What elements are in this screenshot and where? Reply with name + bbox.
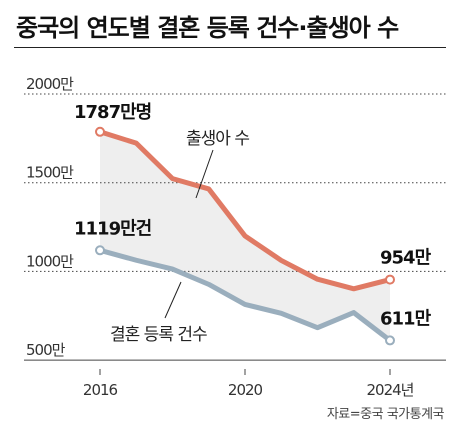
data-label: 954만: [380, 248, 432, 269]
title-underline: [14, 47, 446, 48]
y-tick-label: 1500만: [26, 164, 74, 182]
chart-title: 중국의 연도별 결혼 등록 건수·출생아 수: [16, 14, 399, 42]
source-note: 자료=중국 국가통계국: [326, 407, 445, 422]
series-label-marriages: 결혼 등록 건수: [110, 325, 207, 345]
series-line-0: [97, 129, 393, 292]
series-0-point-0: [95, 126, 105, 137]
x-tick-label: 2024년: [367, 381, 414, 399]
series-label-births: 출생아 수: [186, 129, 249, 149]
series-line-1: [97, 247, 393, 343]
x-tick-label: 2020: [228, 381, 263, 399]
data-label: 1119만건: [74, 218, 152, 239]
series-1-point-0: [95, 245, 105, 256]
data-label: 1787만명: [74, 102, 151, 123]
series-0-point-8: [385, 274, 395, 285]
y-tick-label: 500만: [26, 341, 66, 359]
births-leader-line: [195, 149, 214, 199]
y-tick-label: 1000만: [26, 252, 74, 270]
series-1-point-8: [385, 335, 395, 346]
x-tick-label: 2016: [83, 381, 118, 399]
data-label: 611만: [380, 308, 432, 329]
marriages-leader-line: [164, 281, 182, 319]
y-tick-label: 2000만: [26, 75, 74, 93]
